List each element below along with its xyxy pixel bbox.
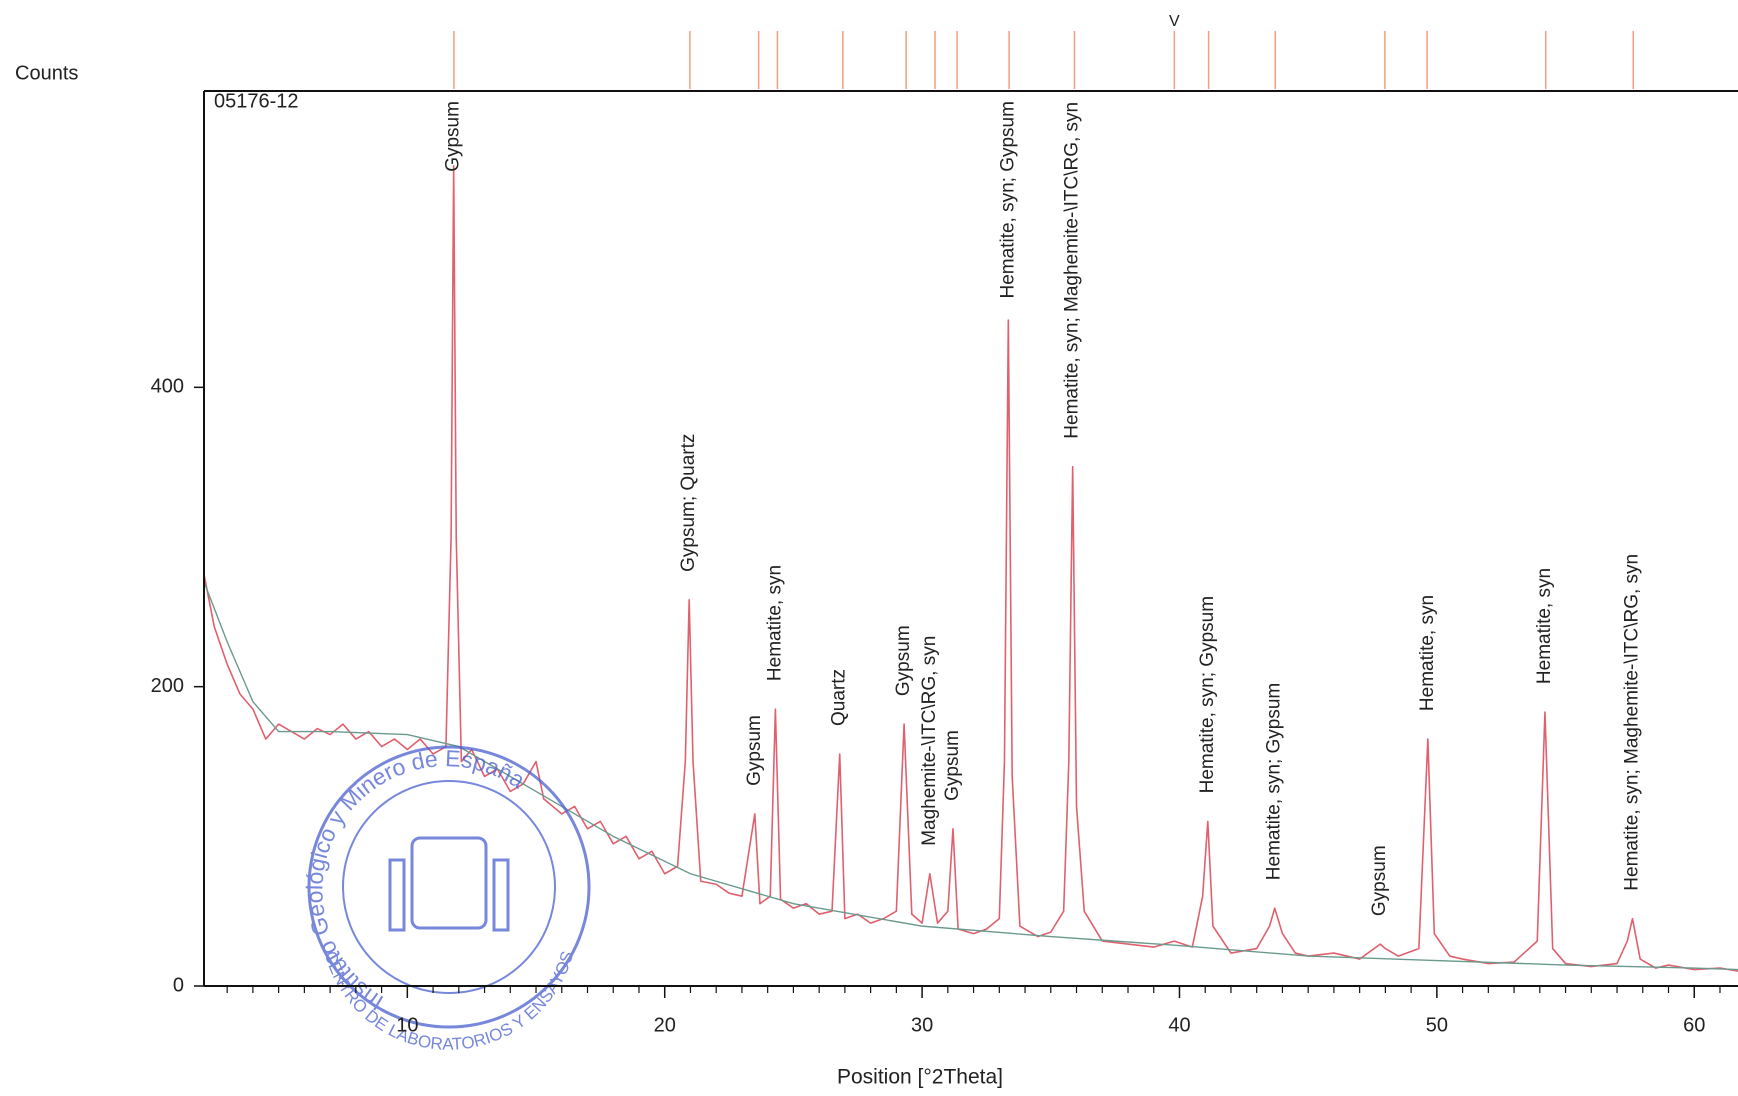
peak-label: Hematite, syn; Maghemite-\ITC\RG, syn — [1062, 102, 1083, 439]
stamp-emblem — [410, 836, 488, 930]
peak-label: Hematite, syn — [1534, 568, 1555, 684]
peak-label: Hematite, syn — [764, 565, 785, 681]
x-tick-label: 10 — [396, 1014, 418, 1036]
stamp-text: CENTRO DE LABORATORIOS Y ENSAYOS — [321, 949, 578, 1054]
x-axis-label: Position [°2Theta] — [837, 1066, 1003, 1089]
peak-label: Hematite, syn; Gypsum — [1197, 596, 1218, 793]
stamp-text: CENTRO DE LABORATORIOS Y ENSAYOS — [321, 949, 578, 1054]
peak-label: Gypsum — [942, 730, 963, 801]
peak-label: Hematite, syn; Maghemite-\ITC\RG, syn — [1622, 554, 1643, 891]
y-tick-label: 200 — [151, 675, 184, 697]
data-line — [203, 165, 1738, 972]
y-tick-label: 400 — [151, 376, 184, 398]
peak-label: Hematite, syn; Gypsum — [1264, 683, 1285, 880]
x-tick-label: 60 — [1683, 1014, 1705, 1036]
peak-label: Gypsum — [893, 625, 914, 696]
stamp-ring — [342, 780, 556, 994]
peak-label: Hematite, syn — [1417, 595, 1438, 711]
stamp-ring — [307, 745, 591, 1029]
y-axis-label: Counts — [15, 62, 78, 84]
peak-label: Gypsum — [443, 101, 464, 172]
stamp: Instituto Geológico y Minero de España C… — [301, 745, 591, 1054]
stamp-emblem — [388, 858, 406, 932]
peak-label: Hematite, syn; Gypsum — [997, 101, 1018, 298]
stamp-emblem — [492, 858, 510, 932]
y-tick-label: 0 — [173, 974, 184, 996]
peak-label: Maghemite-\ITC\RG, syn — [919, 636, 940, 846]
data-line — [203, 581, 1738, 971]
marker-label: V — [1169, 13, 1180, 30]
x-tick-label: 30 — [911, 1014, 933, 1036]
x-tick-label: 50 — [1426, 1014, 1448, 1036]
x-tick-label: 40 — [1168, 1014, 1190, 1036]
peak-label: Gypsum — [1369, 845, 1390, 916]
x-tick-label: 20 — [654, 1014, 676, 1036]
peak-label: Gypsum; Quartz — [678, 434, 699, 572]
peak-label: Quartz — [829, 669, 850, 726]
sample-label: 05176-12 — [214, 90, 299, 112]
peak-label: Gypsum — [744, 715, 765, 786]
